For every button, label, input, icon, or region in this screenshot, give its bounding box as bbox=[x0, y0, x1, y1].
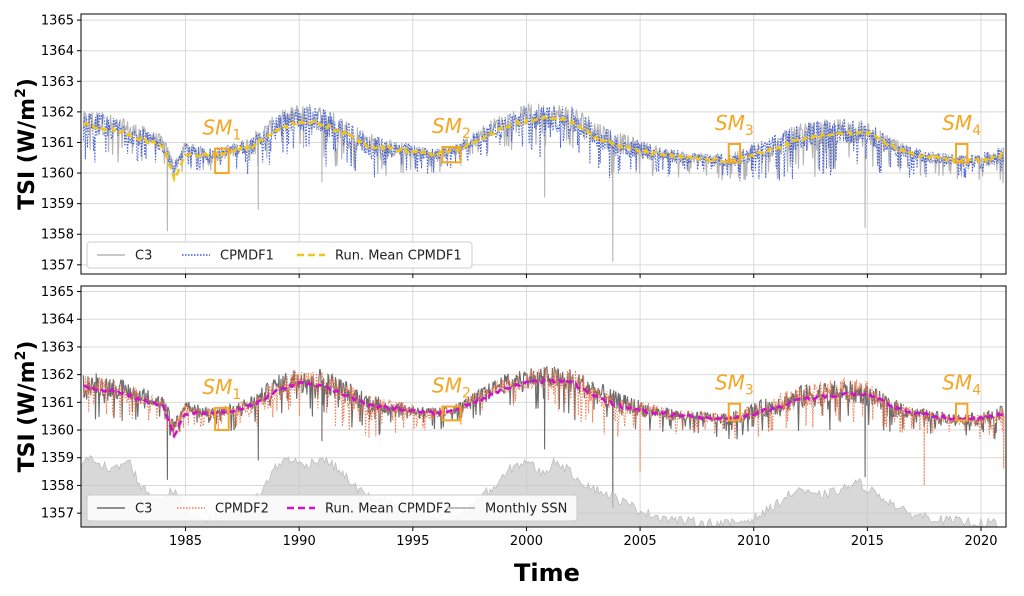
legend-box bbox=[86, 494, 578, 522]
y-tick-label: 1361 bbox=[41, 136, 74, 151]
y-axis-label: TSI (W/m2) bbox=[13, 341, 40, 473]
x-tick-label: 2010 bbox=[737, 534, 770, 549]
sm-box-4 bbox=[955, 143, 969, 164]
series-c3 bbox=[82, 103, 1005, 262]
sm-label-3: SM3 bbox=[715, 111, 754, 139]
y-tick-label: 1362 bbox=[41, 105, 74, 120]
y-tick-label: 1359 bbox=[41, 197, 74, 212]
y-tick-label: 1358 bbox=[41, 479, 74, 494]
x-tick-label: 1995 bbox=[396, 534, 429, 549]
top-panel: SM1 SM2 SM3 SM4 1357 1358 1359 1360 1361 1362 1363… bbox=[13, 13, 1007, 278]
sm-label-2: SM2 bbox=[432, 114, 471, 142]
legend-box bbox=[86, 241, 473, 269]
legend: C3 CPMDF1 Run. Mean CPMDF1 bbox=[86, 241, 473, 269]
sm-label-4: SM4 bbox=[942, 371, 981, 399]
sm-box-3 bbox=[727, 143, 742, 164]
y-tick-label: 1357 bbox=[41, 258, 74, 273]
y-tick-label: 1357 bbox=[41, 507, 74, 522]
series-cpmdf2 bbox=[82, 366, 1005, 486]
x-tick-label: 1990 bbox=[283, 534, 316, 549]
sm-label-2: SM2 bbox=[432, 374, 471, 402]
series-cpmdf1 bbox=[82, 105, 1005, 181]
x-tick-label: 1985 bbox=[169, 534, 202, 549]
legend-label: C3 bbox=[135, 502, 152, 517]
x-tick-label: 2020 bbox=[964, 534, 997, 549]
y-tick-label: 1363 bbox=[41, 75, 74, 90]
sm-box-1 bbox=[214, 147, 230, 175]
y-tick-label: 1364 bbox=[41, 313, 74, 328]
y-tick-label: 1358 bbox=[41, 228, 74, 243]
series-run-mean-cpmdf1 bbox=[82, 115, 1004, 183]
y-axis-label: TSI (W/m2) bbox=[13, 78, 40, 210]
legend-label: Run. Mean CPMDF1 bbox=[335, 249, 462, 264]
plot-frame bbox=[80, 285, 1007, 528]
legend-label: Monthly SSN bbox=[485, 502, 567, 517]
y-tick-label: 1360 bbox=[41, 424, 74, 439]
sm-box-1 bbox=[214, 406, 230, 432]
y-tick-label: 1359 bbox=[41, 451, 74, 466]
sm-box-2 bbox=[441, 146, 462, 164]
y-tick-label: 1362 bbox=[41, 368, 74, 383]
y-tick-label: 1361 bbox=[41, 396, 74, 411]
series-c3 bbox=[82, 366, 1005, 508]
sm-label-3: SM3 bbox=[715, 371, 754, 399]
legend: C3 CPMDF2 Run. Mean CPMDF2 Monthly SSN bbox=[86, 494, 578, 522]
grid bbox=[81, 14, 1006, 274]
y-tick-label: 1365 bbox=[41, 285, 74, 300]
sm-box-3 bbox=[727, 402, 742, 422]
x-tick-label: 2005 bbox=[624, 534, 657, 549]
x-tick-label: 2015 bbox=[851, 534, 884, 549]
legend-label: CPMDF2 bbox=[215, 502, 269, 517]
legend-label: C3 bbox=[135, 249, 152, 264]
legend-label: CPMDF1 bbox=[220, 249, 274, 264]
plot-area bbox=[82, 103, 1005, 262]
sm-label-1: SM1 bbox=[202, 116, 241, 144]
x-tick-label: 2000 bbox=[510, 534, 543, 549]
y-tick-label: 1365 bbox=[41, 14, 74, 29]
legend-label: Run. Mean CPMDF2 bbox=[325, 502, 452, 517]
x-axis-label: Time bbox=[514, 559, 580, 587]
series-run-mean-cpmdf2 bbox=[83, 377, 1004, 439]
sm-label-4: SM4 bbox=[942, 111, 981, 139]
y-tick-label: 1363 bbox=[41, 340, 74, 355]
y-tick-label: 1360 bbox=[41, 167, 74, 182]
plot-frame bbox=[80, 13, 1007, 275]
sm-label-1: SM1 bbox=[202, 375, 241, 403]
sm-box-4 bbox=[955, 402, 969, 422]
bottom-panel: SM1 SM2 SM3 SM4 1357 1358 1359 1360 1361 1362 1363… bbox=[13, 285, 1007, 549]
y-tick-label: 1364 bbox=[41, 44, 74, 59]
sm-box-2 bbox=[441, 405, 462, 422]
